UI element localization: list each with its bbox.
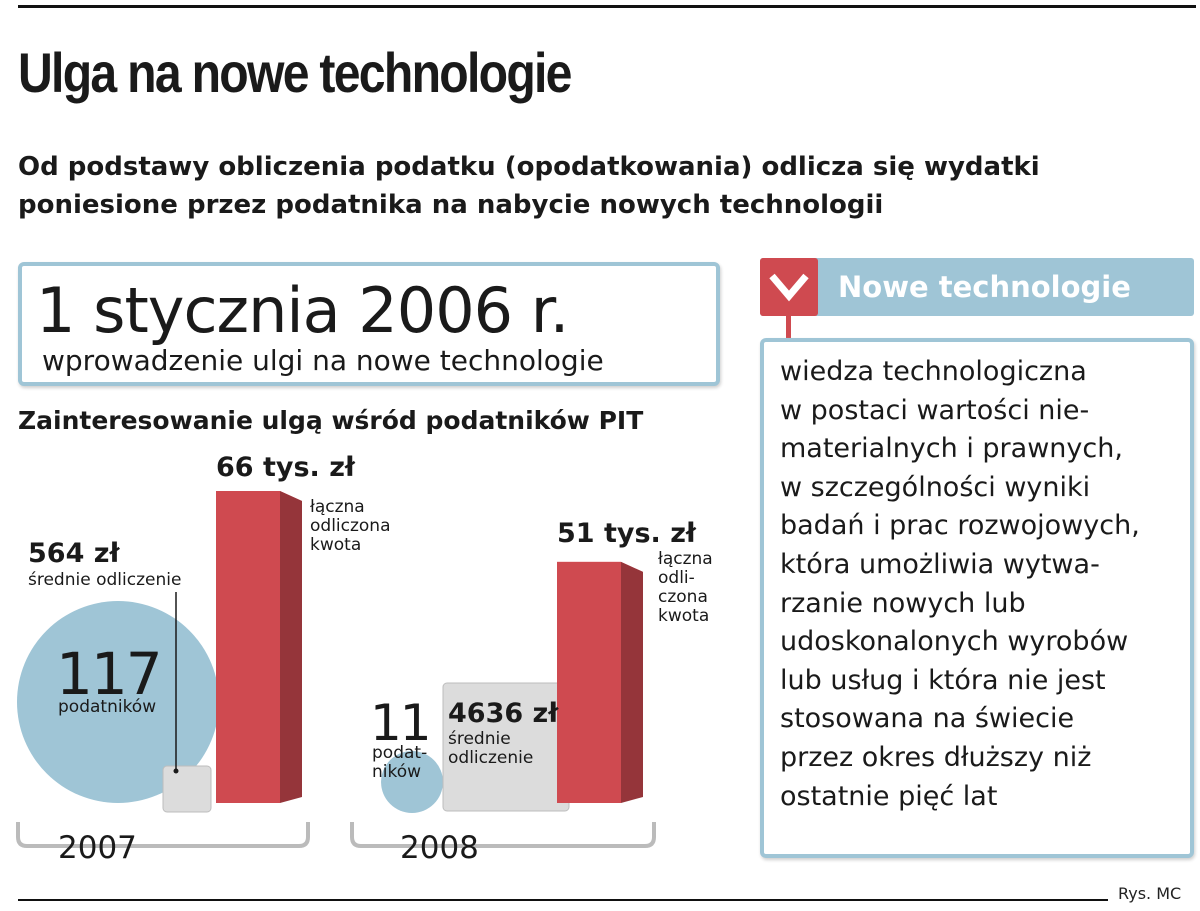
amount-caption-2007: łączna <box>310 497 365 517</box>
bar-side-2007 <box>280 491 302 803</box>
bar-2008 <box>557 561 621 803</box>
bar-2007 <box>216 491 280 803</box>
year-label-2007: 2007 <box>58 830 137 866</box>
people-caption-2008: ników <box>372 762 421 782</box>
intro-date: 1 stycznia 2006 r. <box>36 274 569 347</box>
page-title: Ulga na nowe technologie <box>18 41 572 104</box>
amount-label-2008: 51 tys. zł <box>557 518 697 549</box>
definition-line: przez okres dłuższy niż <box>780 742 1092 773</box>
avg-label-2008: 4636 zł <box>448 698 559 729</box>
avg-caption-2008: odliczenie <box>448 748 533 768</box>
definition-line: stosowana na świecie <box>780 703 1075 735</box>
definition-line: wiedza technologiczna <box>780 356 1087 387</box>
definition-heading: Nowe technologie <box>838 270 1131 304</box>
people-caption-2007: podatników <box>58 697 156 717</box>
chevron-stem <box>786 316 791 338</box>
bar-side-2008 <box>621 561 643 803</box>
credit: Rys. MC <box>1118 884 1182 903</box>
top-rule <box>18 5 1196 8</box>
podatnicy-circle-2008 <box>381 751 443 813</box>
definition-line: ostatnie pięć lat <box>780 780 998 812</box>
definition-line: materialnych i prawnych, <box>780 433 1123 465</box>
definition-header: Nowe technologie <box>760 258 1194 338</box>
definition-line: rzanie nowych lub <box>780 587 1026 619</box>
subtitle: Od podstawy obliczenia podatku (opodatko… <box>18 148 1198 224</box>
definition-line: która umożliwia wytwa- <box>780 549 1100 580</box>
chart-title: Zainteresowanie ulgą wśród podatników PI… <box>18 406 644 435</box>
intro-description: wprowadzenie ulgi na nowe technologie <box>42 344 604 377</box>
people-caption-2008: podat- <box>372 743 427 763</box>
avg-leader-dot-2007 <box>173 768 179 774</box>
avg-caption-2008: średnie <box>448 729 511 749</box>
amount-caption-2007: kwota <box>310 535 361 555</box>
amount-caption-2007: odliczona <box>310 516 391 536</box>
definition-line: badań i prac rozwojowych, <box>780 510 1140 542</box>
srednie-square-2007 <box>162 765 212 813</box>
subtitle-line-1: Od podstawy obliczenia podatku (opodatko… <box>18 152 1040 182</box>
amount-label-2007: 66 tys. zł <box>216 452 356 483</box>
avg-caption-2007: średnie odliczenie <box>28 570 181 590</box>
definition-line: w szczególności wyniki <box>780 471 1091 503</box>
people-label-2007: 117 <box>56 640 161 708</box>
amount-caption-2008: kwota <box>658 606 709 626</box>
subtitle-line-2: poniesione przez podatnika na nabycie no… <box>18 190 884 220</box>
year-bracket-2008 <box>350 822 656 848</box>
bottom-rule <box>18 899 1108 901</box>
definition-line: udoskonalonych wyrobów <box>780 626 1129 658</box>
avg-label-2007: 564 zł <box>28 538 120 569</box>
definition-line: w postaci wartości nie- <box>780 394 1090 426</box>
intro-box: 1 stycznia 2006 r. wprowadzenie ulgi na … <box>18 262 720 386</box>
amount-caption-2008: odli- <box>658 568 695 588</box>
amount-caption-2008: łączna <box>658 549 713 569</box>
amount-caption-2008: czona <box>658 587 708 607</box>
year-bracket-2007 <box>16 822 310 848</box>
definition-box: wiedza technologiczna w postaci wartości … <box>760 338 1194 858</box>
podatnicy-circle-2007 <box>17 601 219 803</box>
people-label-2008: 11 <box>370 694 430 752</box>
definition-line: lub usług i która nie jest <box>780 664 1106 696</box>
chevron-down-icon <box>760 258 818 316</box>
year-label-2008: 2008 <box>400 830 479 866</box>
